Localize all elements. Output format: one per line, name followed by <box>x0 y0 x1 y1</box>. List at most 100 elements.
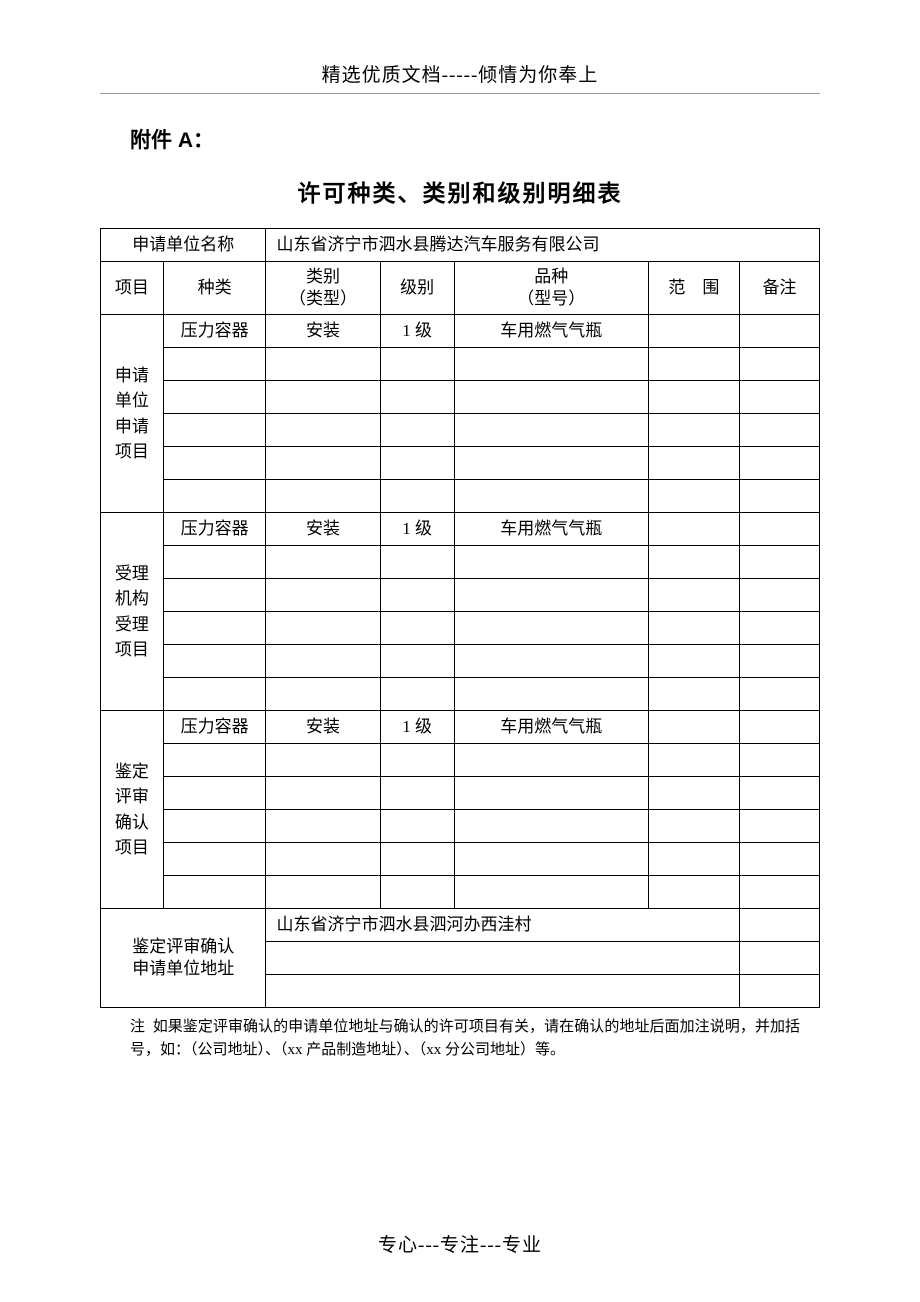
page-header: 精选优质文档-----倾情为你奉上 <box>100 60 820 93</box>
table-cell <box>266 876 380 909</box>
table-cell <box>648 546 739 579</box>
table-cell <box>740 909 820 942</box>
page-footer: 专心---专注---专业 <box>0 1230 920 1257</box>
table-cell: 车用燃气气瓶 <box>454 315 648 348</box>
table-cell <box>740 579 820 612</box>
table-cell <box>380 777 454 810</box>
table-cell <box>454 579 648 612</box>
table-cell <box>454 645 648 678</box>
table-cell <box>648 480 739 513</box>
section1-label: 申请单位申请项目 <box>101 315 164 513</box>
table-cell <box>454 612 648 645</box>
table-cell <box>266 348 380 381</box>
col-category: 类别（类型） <box>266 262 380 315</box>
table-cell <box>380 678 454 711</box>
table-cell <box>648 744 739 777</box>
table-cell <box>648 678 739 711</box>
table-cell <box>740 678 820 711</box>
table-cell <box>380 447 454 480</box>
table-cell <box>266 678 380 711</box>
table-cell <box>454 843 648 876</box>
col-level: 级别 <box>380 262 454 315</box>
detail-table: 申请单位名称 山东省济宁市泗水县腾达汽车服务有限公司 项目 种类 类别（类型） … <box>100 228 820 1008</box>
document-title: 许可种类、类别和级别明细表 <box>100 174 820 208</box>
table-cell <box>740 381 820 414</box>
table-cell <box>380 579 454 612</box>
table-cell: 压力容器 <box>163 513 266 546</box>
table-cell <box>454 810 648 843</box>
table-cell <box>163 843 266 876</box>
col-type: 种类 <box>163 262 266 315</box>
table-cell <box>740 744 820 777</box>
table-cell <box>163 777 266 810</box>
table-cell <box>454 381 648 414</box>
table-cell <box>740 612 820 645</box>
table-cell <box>648 645 739 678</box>
table-cell <box>648 381 739 414</box>
table-cell: 安装 <box>266 315 380 348</box>
table-cell <box>648 348 739 381</box>
table-cell <box>454 744 648 777</box>
applicant-name: 山东省济宁市泗水县腾达汽车服务有限公司 <box>266 229 820 262</box>
table-cell <box>454 414 648 447</box>
table-cell: 安装 <box>266 711 380 744</box>
table-cell <box>266 645 380 678</box>
table-cell <box>163 348 266 381</box>
table-cell <box>648 876 739 909</box>
table-cell <box>454 876 648 909</box>
table-cell: 1 级 <box>380 513 454 546</box>
section3-label: 鉴定评审确认项目 <box>101 711 164 909</box>
table-cell <box>380 744 454 777</box>
table-cell <box>266 744 380 777</box>
table-cell <box>380 810 454 843</box>
table-cell <box>380 876 454 909</box>
table-cell <box>648 414 739 447</box>
table-cell <box>454 348 648 381</box>
table-cell <box>454 678 648 711</box>
address-label: 鉴定评审确认申请单位地址 <box>101 909 266 1008</box>
header-underline <box>100 93 820 94</box>
table-cell <box>266 546 380 579</box>
table-cell <box>380 645 454 678</box>
table-cell <box>740 942 820 975</box>
table-cell <box>163 546 266 579</box>
table-cell <box>740 810 820 843</box>
table-cell <box>380 381 454 414</box>
col-note: 备注 <box>740 262 820 315</box>
table-cell <box>266 843 380 876</box>
section2-label: 受理机构受理项目 <box>101 513 164 711</box>
table-cell <box>266 480 380 513</box>
table-cell <box>648 810 739 843</box>
address-value: 山东省济宁市泗水县泗河办西洼村 <box>266 909 740 942</box>
table-cell <box>648 579 739 612</box>
table-cell <box>266 777 380 810</box>
table-cell <box>163 579 266 612</box>
table-cell <box>740 975 820 1008</box>
table-cell <box>163 744 266 777</box>
table-cell <box>740 447 820 480</box>
table-cell <box>266 381 380 414</box>
table-cell: 压力容器 <box>163 711 266 744</box>
table-cell <box>380 843 454 876</box>
table-cell <box>163 645 266 678</box>
table-cell <box>740 348 820 381</box>
table-cell <box>454 447 648 480</box>
table-cell <box>648 513 739 546</box>
table-cell <box>380 414 454 447</box>
table-cell <box>740 315 820 348</box>
table-cell: 1 级 <box>380 315 454 348</box>
table-cell: 车用燃气气瓶 <box>454 513 648 546</box>
table-cell <box>266 414 380 447</box>
table-cell <box>266 975 740 1008</box>
table-cell <box>454 546 648 579</box>
table-cell <box>454 480 648 513</box>
table-cell <box>380 480 454 513</box>
col-variety: 品种（型号） <box>454 262 648 315</box>
table-cell <box>163 480 266 513</box>
table-cell <box>163 381 266 414</box>
table-cell <box>740 777 820 810</box>
attachment-label: 附件 A： <box>130 124 820 154</box>
table-cell <box>740 645 820 678</box>
col-project: 项目 <box>101 262 164 315</box>
table-cell <box>163 612 266 645</box>
